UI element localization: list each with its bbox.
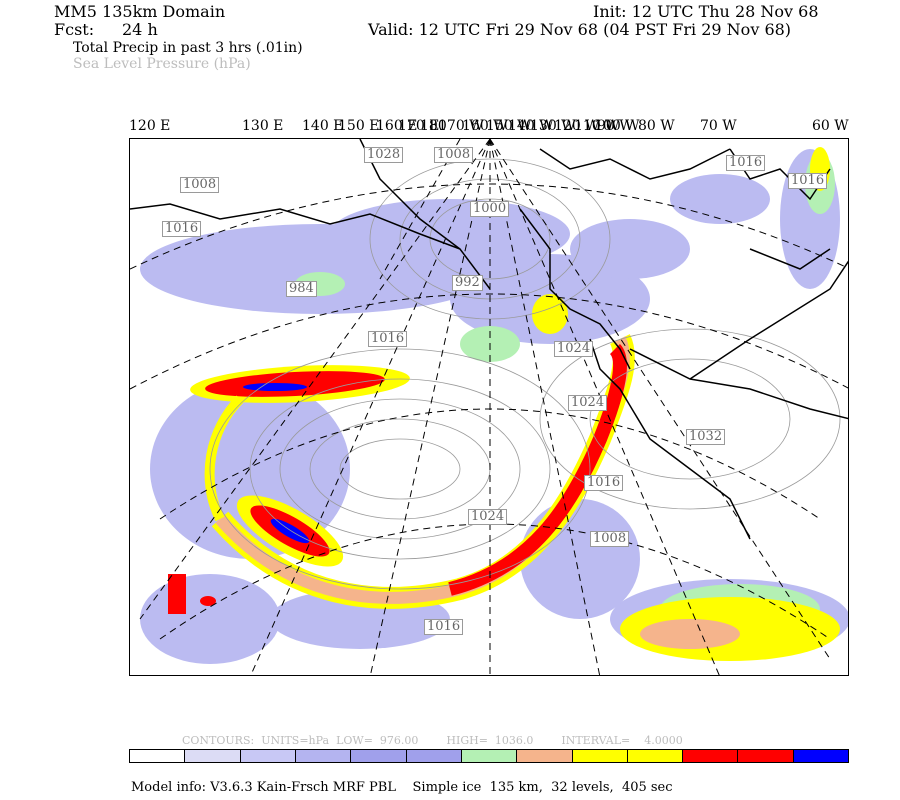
- precip-lower-band: [168, 147, 840, 661]
- isobar-label: 1028: [364, 147, 404, 163]
- lon-label-120w: 120 W: [554, 118, 600, 134]
- lon-label-100w: 100 W: [594, 118, 640, 134]
- lon-label-60w: 60 W: [812, 118, 849, 134]
- colorbar-swatch: [683, 750, 739, 762]
- lon-label-140w: 140 W: [508, 118, 554, 134]
- lon-label-150w: 150 W: [486, 118, 532, 134]
- isobar-label: 1016: [424, 619, 464, 635]
- lon-label-80w: 80 W: [638, 118, 675, 134]
- lon-label-130w: 130 W: [530, 118, 576, 134]
- lon-label-120e: 120 E: [129, 118, 171, 134]
- isobar-label: 1032: [686, 429, 726, 445]
- coastlines: [130, 139, 848, 540]
- isobar-label: 984: [286, 281, 317, 297]
- field-slp-label: Sea Level Pressure (hPa): [73, 56, 251, 72]
- lon-label-160w: 160 W: [462, 118, 508, 134]
- isobar-label: 1024: [568, 395, 608, 411]
- lon-label-170w: 170 W: [438, 118, 484, 134]
- colorbar-swatch: [130, 750, 186, 762]
- forecast-label: Fcst:: [54, 20, 95, 39]
- isobar-label: 1016: [162, 221, 202, 237]
- colorbar-swatch: [793, 750, 849, 762]
- forecast-hour: 24 h: [122, 20, 158, 39]
- init-time: Init: 12 UTC Thu 28 Nov 68: [593, 2, 819, 21]
- contour-info: CONTOURS: UNITS=hPa LOW= 976.00 HIGH= 10…: [182, 734, 683, 747]
- model-info: Model info: V3.6.3 Kain-Frsch MRF PBL Si…: [131, 780, 673, 795]
- colorbar-swatch: [517, 750, 573, 762]
- colorbar-swatch: [295, 750, 352, 762]
- isobar-label: 1008: [434, 147, 474, 163]
- lon-label-70w: 70 W: [700, 118, 737, 134]
- colorbar-swatch: [406, 750, 462, 762]
- lon-label-110w: 110 W: [574, 118, 620, 134]
- field-precip-label: Total Precip in past 3 hrs (.01in): [73, 40, 303, 56]
- colorbar: [129, 749, 849, 763]
- lon-label-180: 180: [420, 118, 447, 134]
- colorbar-swatch: [738, 750, 794, 762]
- isobar-label: 1008: [590, 531, 630, 547]
- colorbar-swatch: [185, 750, 241, 762]
- valid-time: Valid: 12 UTC Fri 29 Nov 68 (04 PST Fri …: [368, 20, 792, 39]
- isobar-label: 1016: [368, 331, 408, 347]
- lon-label-140e: 140 E: [302, 118, 344, 134]
- colorbar-swatch: [461, 750, 518, 762]
- lon-label-170e: 170 E: [398, 118, 440, 134]
- isobar-label: 1016: [584, 475, 624, 491]
- colorbar-swatch: [627, 750, 684, 762]
- colorbar-swatch: [240, 750, 296, 762]
- isobar-label: 1008: [180, 177, 220, 193]
- lon-label-160e: 160 E: [376, 118, 418, 134]
- isobar-label: 1024: [468, 509, 508, 525]
- precipitation-map: 1028 1008 1008 1016 1000 992 984 1016 10…: [129, 138, 849, 676]
- lon-label-90w: 90 W: [597, 118, 634, 134]
- isobar-label: 992: [452, 275, 483, 291]
- isobar-label: 1024: [554, 341, 594, 357]
- map-canvas: [130, 139, 848, 675]
- lon-label-150e: 150 E: [338, 118, 380, 134]
- model-domain-title: MM5 135km Domain: [54, 2, 226, 21]
- isobar-label: 1000: [470, 201, 510, 217]
- colorbar-swatch: [351, 750, 407, 762]
- lon-label-130e: 130 E: [242, 118, 284, 134]
- isobar-label: 1016: [726, 155, 766, 171]
- colorbar-swatch: [572, 750, 628, 762]
- isobar-label: 1016: [788, 173, 828, 189]
